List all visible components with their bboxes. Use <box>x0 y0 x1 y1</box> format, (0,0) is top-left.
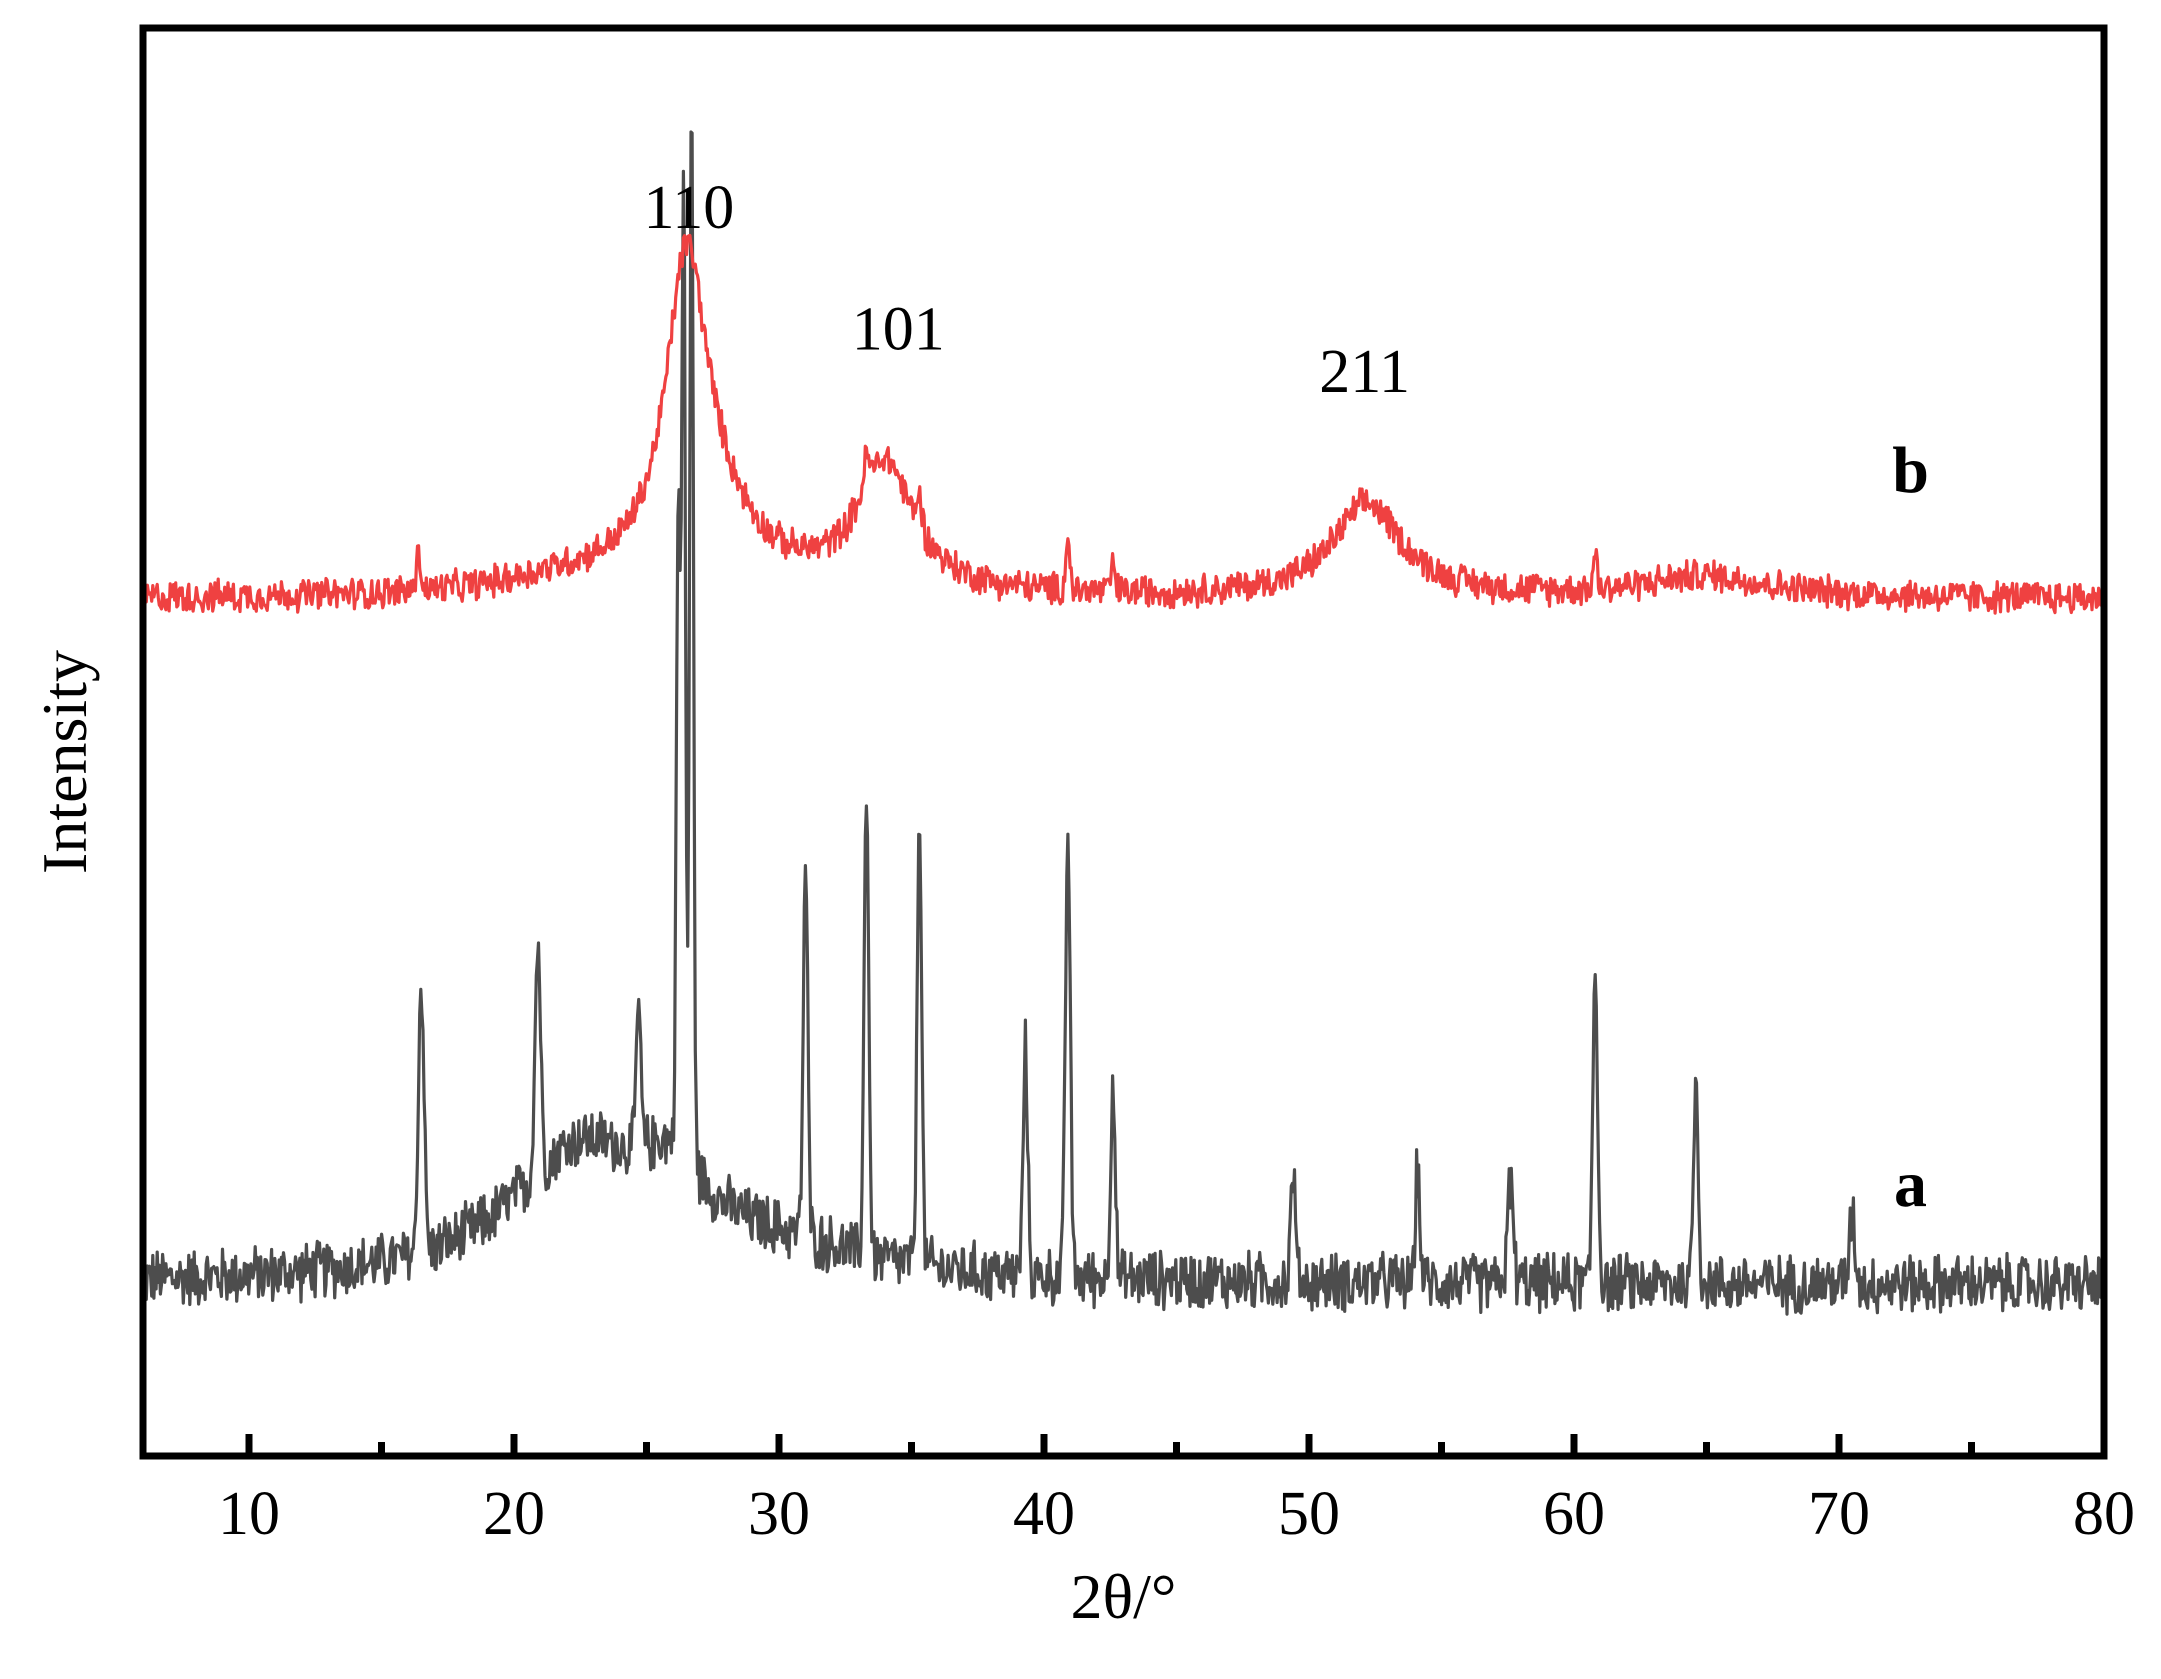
x-axis-tick-labels: 10 20 30 40 50 60 70 80 <box>218 1480 2135 1548</box>
series-layer <box>141 130 2106 1316</box>
series-label-a: a <box>1894 1148 1927 1221</box>
x-tick-label-60: 60 <box>1543 1480 1605 1548</box>
x-axis-title: 2θ/° <box>1070 1561 1176 1632</box>
y-axis-title: Intensity <box>29 650 100 874</box>
x-tick-label-30: 30 <box>748 1480 810 1548</box>
x-tick-label-80: 80 <box>2073 1480 2135 1548</box>
series-label-b: b <box>1892 434 1929 507</box>
x-tick-label-10: 10 <box>218 1480 280 1548</box>
peak-label-110: 110 <box>644 174 735 242</box>
series-line-a <box>141 130 2106 1316</box>
peak-annotations: 110 101 211 b a <box>644 174 1929 1221</box>
peak-label-211: 211 <box>1319 338 1410 406</box>
x-tick-label-40: 40 <box>1013 1480 1075 1548</box>
x-tick-label-70: 70 <box>1808 1480 1870 1548</box>
x-axis-ticks <box>245 1434 2108 1456</box>
series-line-b <box>141 233 2106 615</box>
x-tick-label-50: 50 <box>1278 1480 1340 1548</box>
peak-label-101: 101 <box>852 295 945 363</box>
x-tick-label-20: 20 <box>483 1480 545 1548</box>
plot-frame <box>139 24 2108 1460</box>
